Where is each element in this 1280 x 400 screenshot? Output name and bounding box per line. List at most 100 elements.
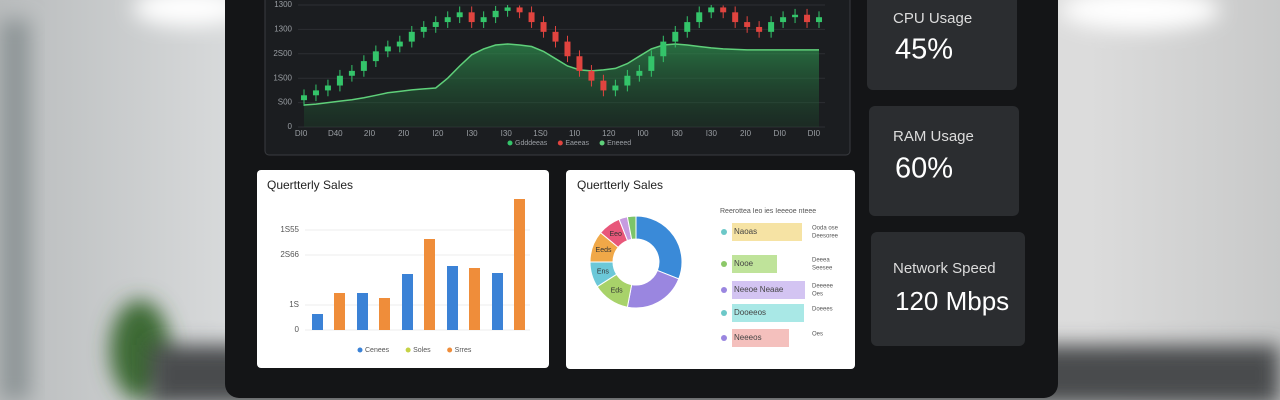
candle-body <box>360 61 367 71</box>
x-tick-label: I30 <box>672 129 684 138</box>
candle-body <box>600 80 607 91</box>
candle-body <box>696 12 703 23</box>
legend-dot <box>721 287 727 293</box>
legend-marker <box>599 140 605 146</box>
legend-label: Soles <box>413 347 431 354</box>
y-tick-label: 2S00 <box>273 49 292 58</box>
legend-detail: Deeea <box>812 258 830 264</box>
legend-marker <box>405 347 411 353</box>
candle-body <box>300 95 307 101</box>
x-tick-label: DI0 <box>808 129 821 138</box>
legend-label: Cenees <box>365 347 390 354</box>
legend-bar <box>732 329 789 347</box>
x-tick-label: 1S0 <box>533 129 548 138</box>
chart-title: Quertterly Sales <box>267 178 353 192</box>
legend-dot <box>721 310 727 316</box>
card-label: RAM Usage <box>893 128 974 145</box>
ceiling-light <box>133 0 243 26</box>
legend-label: Dooeeos <box>734 308 766 317</box>
legend-detail: Seesee <box>812 266 833 272</box>
x-tick-label: I20 <box>432 129 444 138</box>
y-tick-label: 1S55 <box>280 225 299 234</box>
x-tick-label: D40 <box>328 129 343 138</box>
candle-body <box>528 12 535 23</box>
candle-body <box>744 22 751 27</box>
candle-body <box>384 46 391 52</box>
candle-body <box>804 14 811 23</box>
legend-label: Eaeeas <box>565 140 589 147</box>
card-label: Network Speed <box>893 260 996 277</box>
legend-label: Neeeos <box>734 333 762 342</box>
legend-marker <box>507 140 513 146</box>
candle-body <box>504 7 511 11</box>
legend-marker <box>357 347 363 353</box>
legend-dot <box>721 229 727 235</box>
candle-body <box>468 12 475 23</box>
bar <box>379 298 390 330</box>
candle-body <box>732 12 739 23</box>
candle-body <box>324 85 331 91</box>
x-tick-label: 1I0 <box>569 129 581 138</box>
slice-label: Eeo <box>609 231 622 238</box>
legend-marker <box>447 347 453 353</box>
y-tick-label: 1300 <box>274 0 292 9</box>
legend-label: Gdddeeas <box>515 140 548 147</box>
card-value: 60% <box>895 153 953 185</box>
candle-body <box>540 22 547 32</box>
bar-panel <box>257 170 549 368</box>
candle-body <box>624 75 631 86</box>
pie-slice <box>626 215 637 240</box>
x-tick-label: DI0 <box>773 129 786 138</box>
bar <box>402 274 413 330</box>
slice-label: Eeds <box>596 247 612 254</box>
candle-body <box>516 7 523 13</box>
bar <box>334 293 345 330</box>
legend-dot <box>721 335 727 341</box>
candle-body <box>312 90 319 96</box>
candle-body <box>432 22 439 27</box>
candle-body <box>648 56 655 71</box>
legend-detail: Deeeee <box>812 284 834 290</box>
network-card <box>871 232 1025 346</box>
y-tick-label: 1S00 <box>273 73 292 82</box>
candle-body <box>720 7 727 13</box>
y-tick-label: 0 <box>288 122 293 131</box>
candle-body <box>336 75 343 86</box>
candle-body <box>576 56 583 71</box>
ceiling-light <box>1060 0 1220 30</box>
candle-body <box>480 17 487 23</box>
y-tick-label: S00 <box>278 98 293 107</box>
legend-label: Naoas <box>734 227 757 236</box>
ram-card <box>869 106 1019 216</box>
legend-bar <box>732 281 805 299</box>
y-tick-label: 1300 <box>274 25 292 34</box>
legend-detail: Oes <box>812 292 823 298</box>
candle-body <box>492 10 499 18</box>
bar <box>469 268 480 330</box>
candle-body <box>780 17 787 23</box>
legend-detail: Doeees <box>812 307 833 313</box>
bar <box>492 273 503 330</box>
legend-bar <box>732 304 804 322</box>
card-label: CPU Usage <box>893 10 972 27</box>
candle-body <box>756 26 763 32</box>
x-tick-label: I30 <box>501 129 513 138</box>
legend-label: Neeoe Neaae <box>734 285 784 294</box>
x-tick-label: 2I0 <box>740 129 752 138</box>
chart-title: Quertterly Sales <box>577 178 663 192</box>
candle-body <box>768 22 775 32</box>
candle-body <box>660 41 667 57</box>
x-tick-label: DI0 <box>295 129 308 138</box>
legend-detail: Deesoree <box>812 234 839 240</box>
candle-body <box>456 12 463 18</box>
candle-body <box>816 17 823 23</box>
candle-body <box>348 70 355 76</box>
legend-bar <box>732 223 802 241</box>
candle-body <box>672 31 679 42</box>
legend-marker <box>557 140 563 146</box>
card-value: 120 Mbps <box>895 286 1009 316</box>
candle-body <box>684 22 691 32</box>
legend-detail: Oes <box>812 332 823 338</box>
